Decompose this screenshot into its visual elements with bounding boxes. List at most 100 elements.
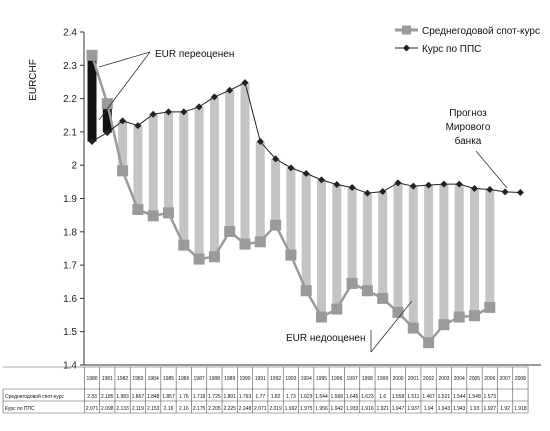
x-tick-label: 1984 bbox=[148, 376, 159, 382]
gap-bar bbox=[118, 120, 128, 171]
ppp-rate-point bbox=[409, 182, 417, 190]
table-cell-spot: 1.573 bbox=[484, 394, 497, 400]
table-cell-spot: 1.558 bbox=[392, 394, 405, 400]
annotation-forecast-3: банка bbox=[455, 135, 482, 147]
x-tick-label: 2000 bbox=[392, 376, 403, 382]
table-cell-ppp: 2.16 bbox=[164, 406, 174, 412]
x-tick-label: 1995 bbox=[316, 376, 327, 382]
table-cell-ppp: 2.16 bbox=[179, 406, 189, 412]
spot-rate-point bbox=[346, 277, 358, 289]
x-tick-label: 2008 bbox=[515, 376, 526, 382]
series-markers bbox=[86, 49, 524, 349]
spot-rate-point bbox=[117, 165, 129, 177]
ppp-rate-point bbox=[287, 164, 295, 172]
table-cell-spot: 1.623 bbox=[300, 394, 313, 400]
gap-bar bbox=[148, 114, 158, 216]
x-tick-label: 2007 bbox=[500, 376, 511, 382]
x-tick-label: 1988 bbox=[209, 376, 220, 382]
gap-bar bbox=[225, 90, 235, 232]
y-axis-label: EURCHF bbox=[28, 59, 39, 101]
table-cell-spot: 1.848 bbox=[147, 394, 160, 400]
table-cell-ppp: 1.975 bbox=[300, 406, 313, 412]
gap-bar bbox=[286, 167, 296, 256]
gap-bar bbox=[317, 179, 326, 318]
ppp-rate-point bbox=[501, 188, 509, 196]
y-tick-label: 1.7 bbox=[63, 261, 77, 272]
spot-rate-point bbox=[484, 301, 496, 313]
spot-rate-point bbox=[132, 203, 144, 215]
gap-bar bbox=[393, 182, 403, 313]
table-cell-ppp: 1.921 bbox=[376, 406, 389, 412]
table-cell-ppp: 2.098 bbox=[101, 406, 114, 412]
spot-rate-point bbox=[331, 303, 343, 315]
table-cell-spot: 1.467 bbox=[422, 394, 435, 400]
y-tick-label: 2.2 bbox=[63, 94, 77, 105]
x-tick-label: 2001 bbox=[408, 376, 419, 382]
table-cell-ppp: 1.916 bbox=[361, 406, 374, 412]
ppp-rate-point bbox=[425, 181, 433, 189]
x-tick-label: 1985 bbox=[163, 376, 174, 382]
ppp-rate-point bbox=[241, 79, 249, 87]
spot-rate-point bbox=[208, 251, 220, 263]
x-tick-label: 2003 bbox=[438, 376, 449, 382]
table-cell-spot: 2.185 bbox=[101, 394, 114, 400]
x-tick-label: 2006 bbox=[484, 376, 495, 382]
spot-rate-point bbox=[316, 311, 327, 323]
spot-rate-point bbox=[438, 319, 450, 331]
x-tick-label: 2002 bbox=[423, 376, 434, 382]
table-cell-ppp: 2.019 bbox=[269, 406, 282, 412]
x-tick-label: 1992 bbox=[270, 376, 281, 382]
spot-rate-point bbox=[377, 292, 389, 304]
gap-bar bbox=[271, 158, 281, 226]
table-cell-ppp: 2.119 bbox=[132, 406, 144, 412]
x-tick-label: 1989 bbox=[224, 376, 235, 382]
table-cell-ppp: 2.133 bbox=[116, 406, 129, 412]
x-tick-label: 1996 bbox=[331, 376, 342, 382]
spot-rate-point bbox=[178, 239, 190, 251]
spot-rate-point bbox=[285, 249, 297, 261]
table-cell-spot: 1.725 bbox=[208, 394, 221, 400]
table-cell-spot: 1.521 bbox=[438, 394, 451, 400]
table-cell-spot: 1.568 bbox=[331, 394, 344, 400]
ppp-rate-point bbox=[180, 108, 188, 116]
x-tick-label: 1980 bbox=[86, 376, 97, 382]
gap-bar bbox=[470, 188, 479, 316]
table-cell-spot: 1.73 bbox=[286, 394, 296, 400]
y-tick-label: 2.1 bbox=[63, 127, 77, 138]
ppp-rate-point bbox=[119, 117, 127, 125]
annotation-forecast-2: Мирового bbox=[446, 122, 491, 133]
table-cell-ppp: 1.92 bbox=[500, 406, 510, 412]
gap-bar bbox=[301, 173, 311, 291]
ppp-rate-point bbox=[394, 179, 402, 187]
table-cell-spot: 1.511 bbox=[407, 394, 419, 400]
gap-bar bbox=[87, 55, 97, 142]
gap-bar bbox=[164, 111, 173, 213]
table-cell-spot: 1.763 bbox=[239, 394, 252, 400]
gap-bar bbox=[454, 184, 464, 318]
gap-bar bbox=[209, 96, 219, 257]
ppp-rate-point bbox=[471, 185, 478, 193]
x-tick-label: 2005 bbox=[469, 376, 480, 382]
spot-rate-point bbox=[469, 310, 480, 322]
table-cell-ppp: 1.937 bbox=[407, 406, 420, 412]
table-cell-ppp: 1.94 bbox=[424, 406, 434, 412]
table-cell-spot: 1.76 bbox=[179, 394, 189, 400]
ppp-rate-point bbox=[455, 180, 463, 188]
gap-bar bbox=[485, 189, 495, 308]
spot-rate-point bbox=[86, 49, 98, 61]
gap-bar bbox=[362, 193, 372, 291]
y-ticks: 1.4 1.5 1.6 1.7 1.8 1.9 2 2.1 2.2 2.3 2.4 bbox=[63, 28, 84, 372]
y-tick-label: 1.8 bbox=[63, 227, 77, 238]
spot-rate-point bbox=[392, 306, 404, 318]
gap-bar bbox=[424, 185, 434, 343]
data-table: Среднегодовой спот-курс Курс по ППС 1980… bbox=[2, 366, 529, 414]
table-cell-ppp: 1.93 bbox=[470, 406, 480, 412]
legend-spot-label: Среднегодовой спот-курс bbox=[422, 26, 540, 37]
ppp-rate-point bbox=[486, 186, 494, 194]
table-cell-spot: 1.82 bbox=[271, 394, 281, 400]
table-cell-spot: 1.857 bbox=[162, 394, 175, 400]
x-tick-label: 1981 bbox=[102, 376, 113, 382]
table-cell-ppp: 2.071 bbox=[86, 406, 99, 412]
table-cell-spot: 1.544 bbox=[453, 394, 466, 400]
spot-rate-point bbox=[147, 210, 159, 222]
